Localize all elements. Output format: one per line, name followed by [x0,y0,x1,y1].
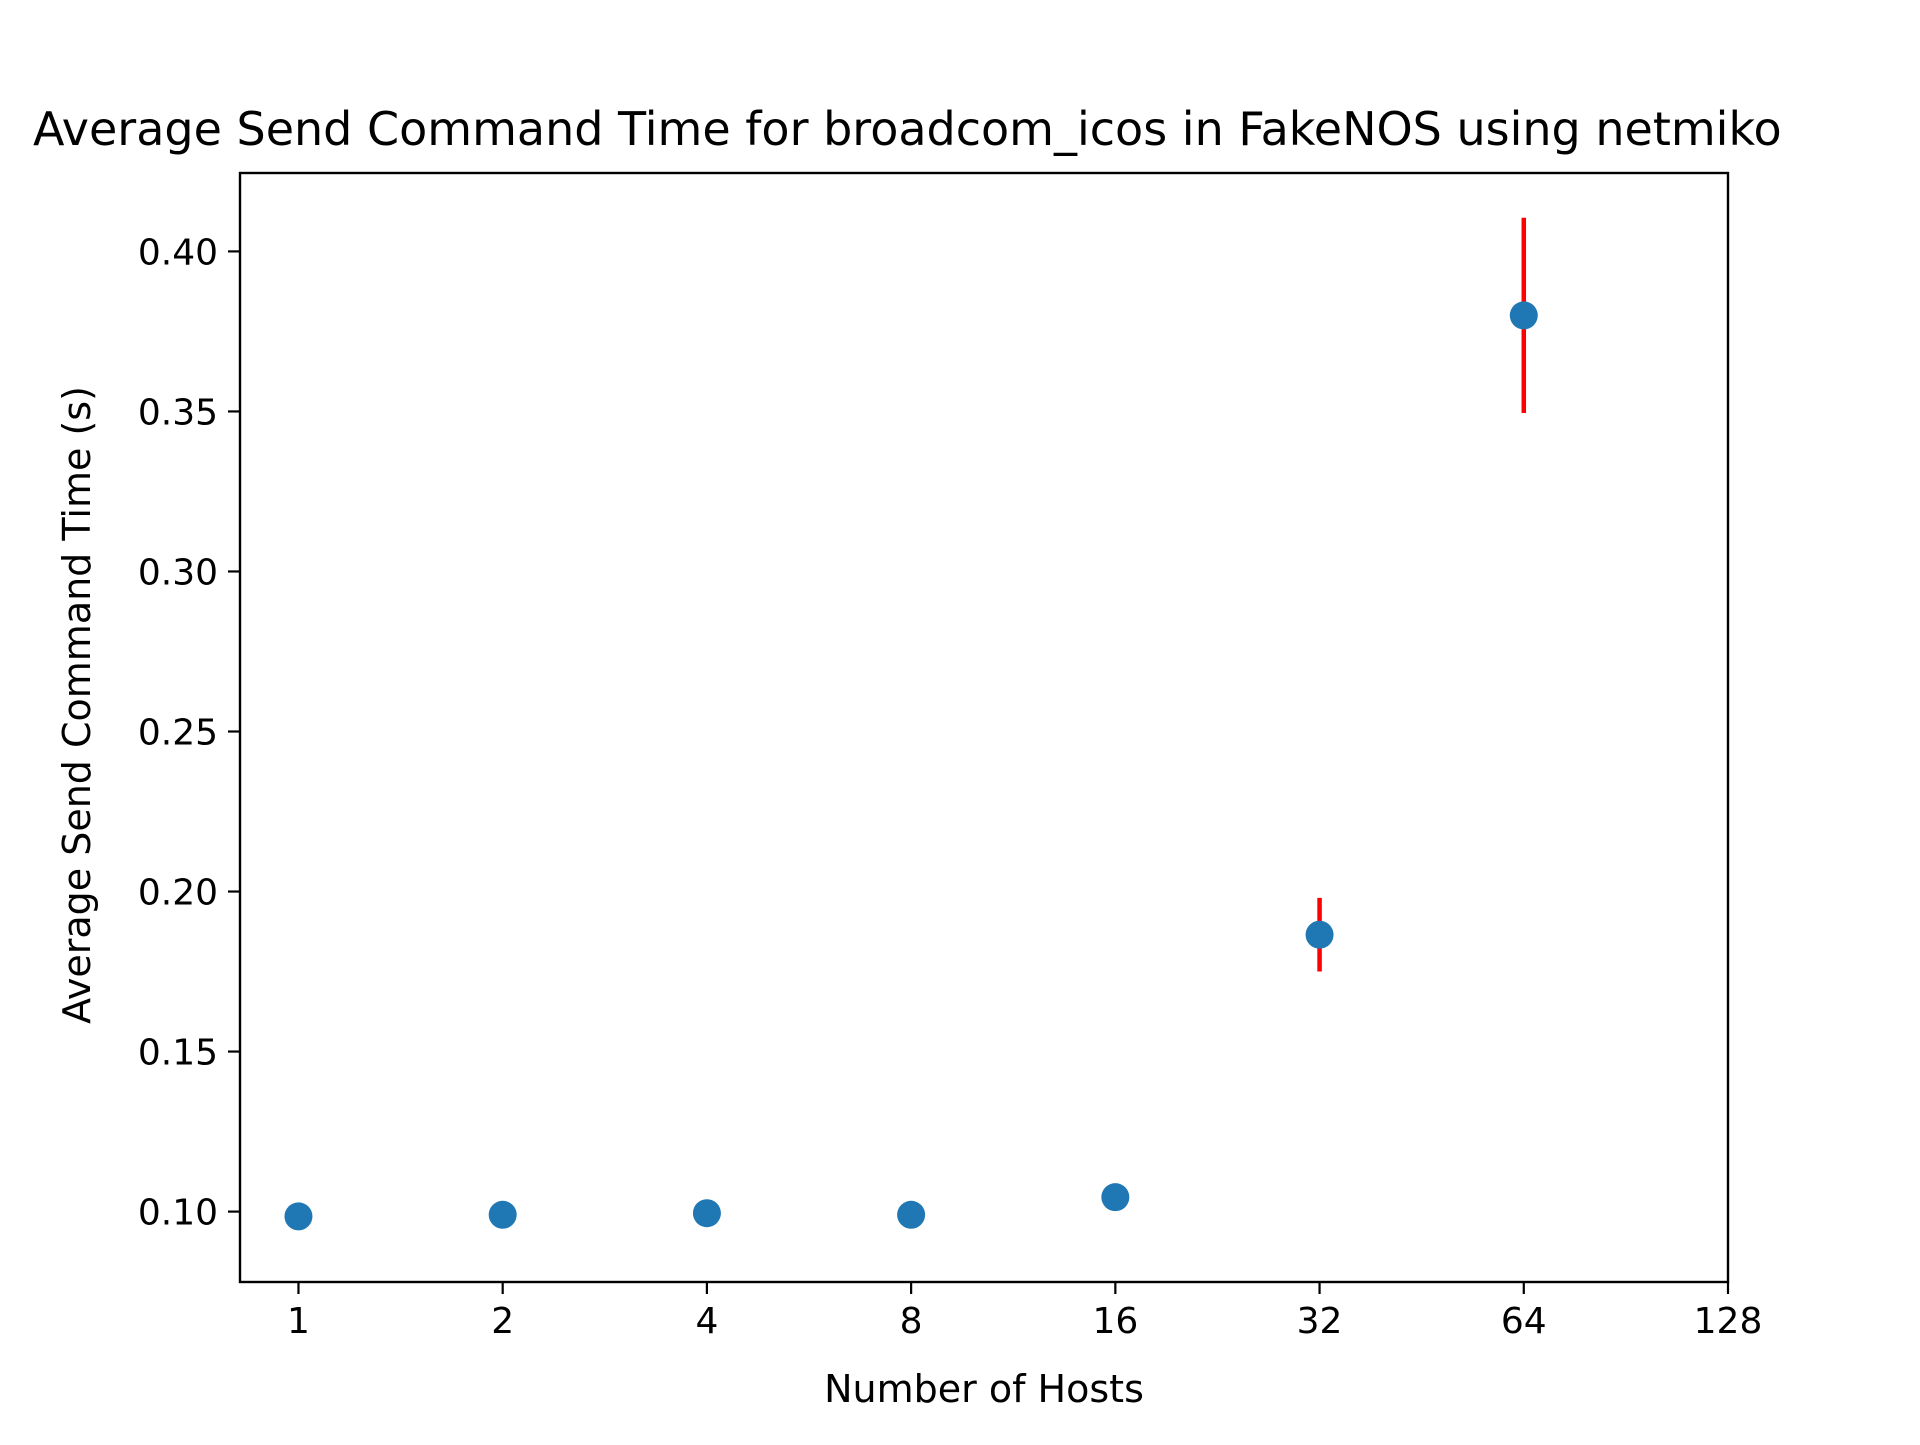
x-tick-label: 8 [900,1301,923,1342]
data-points [284,301,1538,1231]
error-bars [1317,217,1527,972]
y-axis: 0.10 0.15 0.20 0.25 0.30 0.35 0.40 [138,232,240,1234]
data-point [1101,1183,1130,1212]
x-tick-label: 1 [287,1301,310,1342]
x-tick-label: 64 [1501,1301,1547,1342]
x-tick-label: 4 [695,1301,718,1342]
data-point [897,1200,926,1229]
x-tick-label: 32 [1297,1301,1343,1342]
chart-title: Average Send Command Time for broadcom_i… [33,102,1782,156]
y-axis-title: Average Send Command Time (s) [55,386,99,1024]
x-axis: 1 2 4 8 16 32 64 128 [287,1282,1762,1342]
x-tick-label: 16 [1092,1301,1138,1342]
y-tick-label: 0.40 [138,232,218,273]
x-tick-label: 128 [1694,1301,1763,1342]
x-axis-title: Number of Hosts [824,1367,1144,1411]
y-tick-label: 0.30 [138,552,218,593]
y-tick-label: 0.20 [138,873,218,914]
plot-area-frame [238,171,1730,1284]
y-tick-label: 0.10 [138,1193,218,1234]
data-point [692,1199,721,1228]
data-point [284,1202,313,1231]
data-point [1305,920,1334,949]
x-tick-label: 2 [491,1301,514,1342]
y-tick-label: 0.35 [138,392,218,433]
y-tick-label: 0.25 [138,713,218,754]
y-tick-label: 0.15 [138,1033,218,1074]
data-point [1509,301,1538,330]
data-point [488,1200,517,1229]
